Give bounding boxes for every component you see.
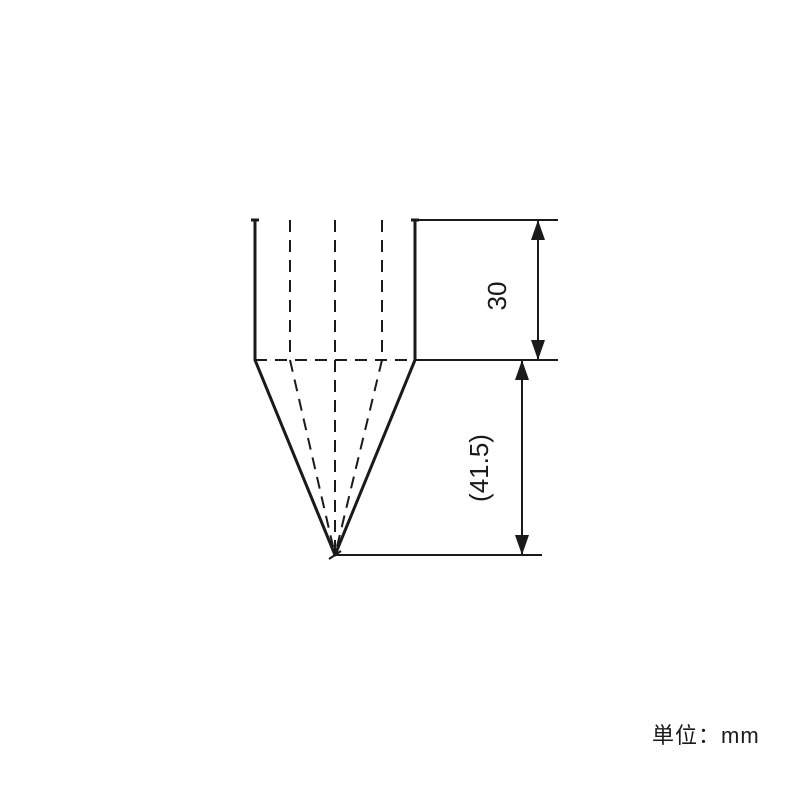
dimension-upper-label: 30 — [482, 282, 512, 311]
hidden-lines — [255, 220, 415, 555]
dimension-lines: 30 (41.5) — [335, 220, 558, 555]
technical-drawing: 30 (41.5) — [0, 0, 800, 800]
dimension-lower-label: (41.5) — [464, 434, 494, 502]
unit-note: 単位：mm — [652, 718, 760, 750]
